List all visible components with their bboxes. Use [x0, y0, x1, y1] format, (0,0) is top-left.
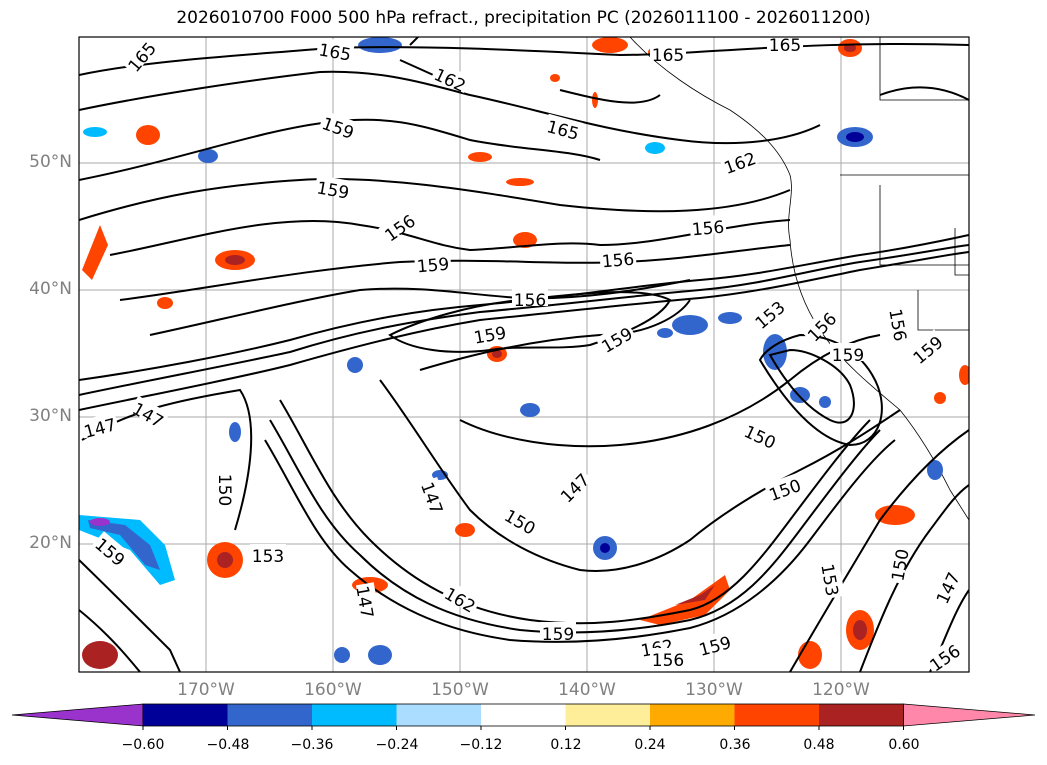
- colorbar: [11, 703, 1036, 730]
- lat-label-40n: 40°N: [29, 279, 72, 299]
- contour-label: 159: [416, 255, 450, 278]
- contour-label-background: [316, 37, 355, 62]
- colorbar-segment: [734, 704, 820, 726]
- contour-label-background: [830, 343, 866, 361]
- contour-label-background: [820, 560, 845, 599]
- contour-label-background: [741, 418, 782, 451]
- contour-label-background: [748, 294, 788, 332]
- contour-label-background: [650, 43, 686, 61]
- colorbar-segment: [396, 704, 482, 726]
- colorbar-tick: −0.12: [459, 737, 503, 753]
- contour-label-background: [219, 472, 237, 508]
- contour-label: 165: [769, 36, 801, 56]
- contour-label-background: [595, 320, 636, 355]
- contour-label-background: [906, 329, 946, 367]
- contour-label: 156: [652, 651, 684, 671]
- colorbar-tick: 0.12: [550, 737, 582, 753]
- contour-label-background: [314, 175, 353, 200]
- colorbar-tick: 0.24: [634, 737, 666, 753]
- contour-label: 156: [691, 218, 725, 241]
- lat-label-30n: 30°N: [29, 406, 72, 426]
- colorbar-segment: [650, 704, 735, 726]
- contour-label-background: [378, 207, 419, 244]
- contour-label-background: [512, 288, 548, 306]
- colorbar-segment: [481, 704, 566, 726]
- contour-label: 156: [601, 250, 635, 273]
- contour-label-background: [319, 110, 360, 140]
- contour-label: 153: [252, 547, 284, 567]
- contour-label-background: [885, 545, 910, 584]
- contour-label-background: [250, 544, 286, 562]
- colorbar-tick: 0.36: [719, 737, 751, 753]
- colorbar-tick: −0.24: [375, 737, 419, 753]
- contour-label-background: [540, 622, 576, 640]
- contour-label-background: [501, 502, 542, 537]
- contour-label-background: [929, 566, 962, 607]
- map-title: 2026010700 F000 500 hPa refract., precip…: [176, 8, 871, 28]
- colorbar-tick: 0.48: [803, 737, 835, 753]
- contour-label: 150: [214, 474, 234, 506]
- contour-label-background: [888, 305, 913, 344]
- contour-label: 156: [514, 291, 546, 311]
- contour-label: 159: [542, 625, 574, 645]
- colorbar-frame: [142, 703, 904, 727]
- contour-label-background: [470, 320, 509, 345]
- lon-label-170w: 170°W: [177, 680, 235, 700]
- contour-label-background: [355, 582, 380, 621]
- colorbar-segment: [312, 704, 397, 726]
- refractivity-contours: [79, 37, 969, 672]
- contour-label-background: [129, 395, 170, 430]
- contour-label-background: [92, 531, 132, 569]
- contour-label-background: [763, 472, 804, 502]
- colorbar-segment: [565, 704, 651, 726]
- lon-label-150w: 150°W: [431, 680, 489, 700]
- colorbar-extend-high: [903, 703, 1036, 727]
- colorbar-tick: −0.60: [121, 737, 165, 753]
- contour-label-background: [414, 251, 452, 273]
- contour-label-background: [689, 214, 727, 236]
- colorbar-segment: [227, 704, 313, 726]
- colorbar-tick: −0.48: [206, 737, 250, 753]
- colorbar-segment: [143, 704, 228, 726]
- lon-label-160w: 160°W: [304, 680, 362, 700]
- contour-label-background: [553, 466, 592, 505]
- colorbar-extend-low: [11, 703, 144, 727]
- contour-label-background: [431, 61, 472, 94]
- contour-label-background: [420, 476, 450, 517]
- contour-label-background: [718, 145, 759, 175]
- lat-label-20n: 20°N: [29, 533, 72, 553]
- colorbar-segment: [819, 704, 904, 726]
- lon-label-140w: 140°W: [558, 680, 616, 700]
- contour-label-background: [79, 411, 119, 439]
- contour-label-background: [441, 580, 482, 615]
- contour-label: 159: [832, 346, 864, 366]
- lon-label-120w: 120°W: [812, 680, 870, 700]
- colorbar-tick: −0.36: [290, 737, 334, 753]
- map-frame: [78, 36, 970, 673]
- contour-label-background: [544, 113, 584, 141]
- contour-label: 165: [652, 46, 684, 66]
- contour-label-background: [923, 637, 964, 672]
- lon-label-130w: 130°W: [685, 680, 743, 700]
- lat-label-50n: 50°N: [29, 152, 72, 172]
- contour-label-background: [800, 305, 839, 344]
- contour-label-background: [767, 37, 803, 51]
- coastline: [629, 37, 969, 521]
- contour-label-background: [121, 37, 159, 75]
- contour-label-background: [650, 648, 686, 666]
- contour-label-background: [599, 246, 637, 268]
- contour-label-background: [694, 629, 734, 657]
- colorbar-tick: 0.60: [888, 737, 920, 753]
